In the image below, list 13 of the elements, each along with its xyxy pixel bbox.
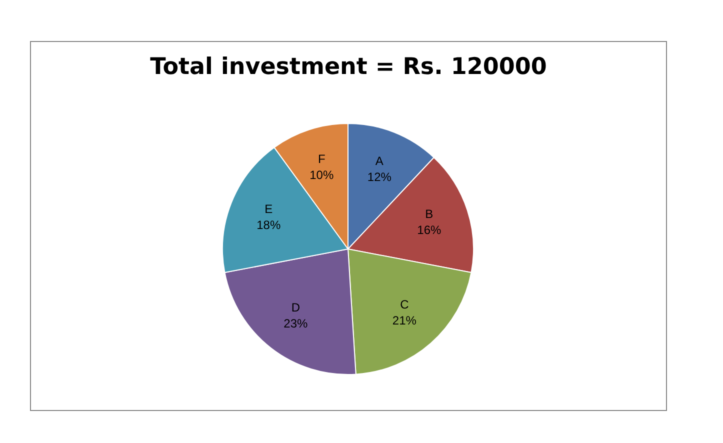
slice-label: E (264, 202, 273, 216)
slice-label: A (375, 154, 384, 168)
data-label: 16% (417, 222, 442, 237)
data-label: 12% (367, 170, 392, 184)
data-label: 21% (392, 313, 417, 328)
slice-label: F (318, 152, 326, 166)
slice-label: B (425, 206, 434, 221)
data-label: 10% (310, 168, 334, 182)
slice-label: D (291, 300, 300, 315)
slice-label: C (400, 297, 410, 312)
data-label: 23% (284, 316, 308, 331)
chart-title: Total investment = Rs. 120000 (149, 54, 548, 80)
data-label: 18% (256, 218, 281, 232)
